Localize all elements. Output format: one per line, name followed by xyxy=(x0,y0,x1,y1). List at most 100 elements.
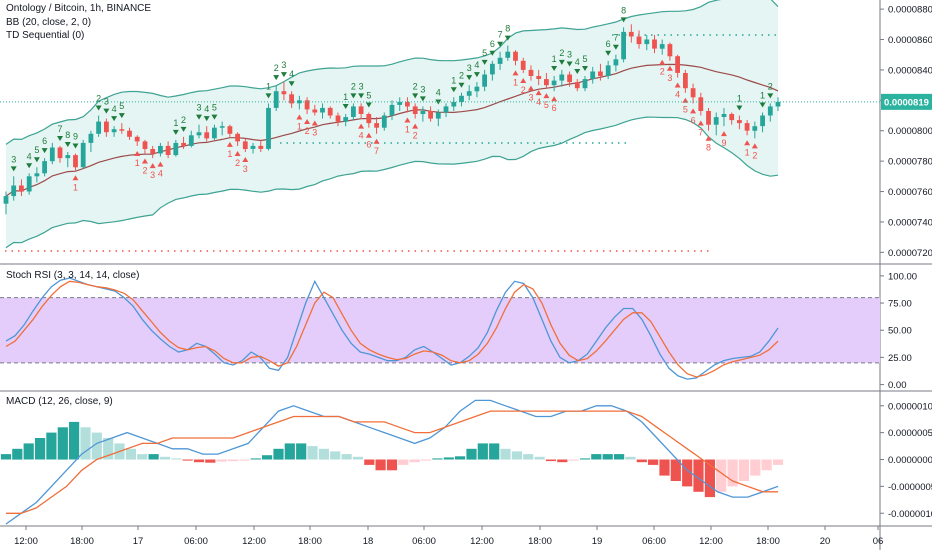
price-axis-label: 0.0000780 xyxy=(888,157,932,168)
time-axis-label: 06 xyxy=(873,536,884,547)
td-buy-triangle xyxy=(141,158,148,164)
td-setup-count-label: 1 xyxy=(173,118,178,128)
macd-histogram-bar xyxy=(262,455,273,460)
candle-body xyxy=(289,94,294,104)
td-buy-triangle xyxy=(242,157,249,163)
td-sell-triangle xyxy=(33,157,40,163)
candle-body xyxy=(451,101,457,107)
td-setup-count-label: 4 xyxy=(112,104,117,114)
td-setup-count-label: 1 xyxy=(451,75,456,85)
candle-body xyxy=(690,88,696,98)
td-sell-triangle xyxy=(767,93,774,99)
td-setup-count-label: 7 xyxy=(613,33,618,43)
td-setup-count-label: 3 xyxy=(359,81,364,91)
macd-histogram-bar xyxy=(148,454,159,460)
td-setup-count-label: 7 xyxy=(698,128,703,138)
td-sell-triangle xyxy=(103,108,110,114)
td-sell-triangle xyxy=(273,75,280,81)
td-setup-count-label: 3 xyxy=(150,170,155,180)
price-axis-label: 0.0000880 xyxy=(888,5,932,16)
candle-body xyxy=(628,31,634,37)
td-buy-triangle xyxy=(682,97,689,103)
macd-axis-label: 0.0000010 xyxy=(888,401,932,412)
td-setup-count-label: 7 xyxy=(374,146,379,156)
td-setup-count-label: 4 xyxy=(158,169,163,179)
candle-body xyxy=(119,129,125,131)
macd-histogram-bar xyxy=(579,458,591,460)
macd-histogram-bar xyxy=(318,448,329,460)
macd-histogram-bar xyxy=(227,459,239,462)
candle-body xyxy=(605,65,611,76)
td-setup-count-label: 7 xyxy=(498,30,503,40)
td-setup-count-label: 4 xyxy=(436,87,441,97)
time-axis-label: 18:00 xyxy=(298,536,322,547)
td-legend[interactable]: TD Sequential (0) xyxy=(6,30,85,41)
td-buy-triangle xyxy=(226,141,233,147)
macd-histogram-bar xyxy=(772,459,784,465)
td-setup-count-label: 3 xyxy=(243,164,248,174)
td-sell-triangle xyxy=(412,93,419,99)
td-setup-count-label: 2 xyxy=(351,81,356,91)
candle-body xyxy=(721,114,727,117)
stoch-axis-label: 0.00 xyxy=(888,380,907,391)
candle-body xyxy=(713,117,719,125)
candle-body xyxy=(335,115,341,122)
candle-body xyxy=(227,126,233,134)
td-setup-count-label: 4 xyxy=(359,131,364,141)
macd-histogram-bar xyxy=(12,448,23,460)
td-setup-count-label: 2 xyxy=(96,94,101,104)
candle-body xyxy=(551,80,557,86)
td-sell-triangle xyxy=(118,113,125,119)
bb-legend[interactable]: BB (20, close, 2, 0) xyxy=(6,17,92,28)
td-sell-triangle xyxy=(265,93,272,99)
price-axis-label: 0.0000840 xyxy=(888,65,932,76)
time-axis-label: 12:00 xyxy=(470,536,494,547)
macd-histogram-bar xyxy=(330,451,341,460)
candle-body xyxy=(420,111,426,114)
stoch-d-line xyxy=(5,280,779,378)
candle-body xyxy=(188,135,194,146)
td-setup-count-label: 1 xyxy=(405,124,410,134)
td-setup-count-label: 1 xyxy=(73,182,78,192)
td-setup-count-label: 4 xyxy=(27,151,32,161)
td-setup-count-label: 6 xyxy=(366,140,371,150)
macd-histogram-bar xyxy=(750,459,761,476)
macd-histogram-bar xyxy=(693,459,704,492)
candle-body xyxy=(127,130,132,137)
candle-body xyxy=(297,100,302,104)
candle-body xyxy=(343,117,349,122)
candle-body xyxy=(667,44,673,57)
macd-legend[interactable]: MACD (12, 26, close, 9) xyxy=(6,396,113,407)
candle-body xyxy=(528,69,534,76)
td-setup-count-label: 9 xyxy=(73,132,78,142)
macd-histogram-bar xyxy=(296,443,307,460)
candle-body xyxy=(644,39,650,45)
candle-body xyxy=(443,106,449,113)
macd-histogram-bar xyxy=(46,432,57,460)
td-sell-triangle xyxy=(497,41,504,47)
stoch-legend[interactable]: Stoch RSI (3, 3, 14, 14, close) xyxy=(6,270,140,281)
macd-histogram-bar xyxy=(398,459,409,465)
macd-histogram-bar xyxy=(0,454,12,460)
td-buy-triangle xyxy=(520,77,527,83)
candle-body xyxy=(19,185,24,192)
td-setup-count-label: 8 xyxy=(505,24,510,34)
candle-body xyxy=(34,173,40,177)
td-setup-count-label: 2 xyxy=(142,166,147,176)
td-sell-triangle xyxy=(211,114,218,120)
td-setup-count-label: 2 xyxy=(559,48,564,58)
candle-body xyxy=(158,145,163,154)
candle-body xyxy=(80,142,86,168)
td-sell-triangle xyxy=(350,93,357,99)
td-buy-triangle xyxy=(234,150,241,156)
candle-body xyxy=(613,59,619,66)
macd-histogram-bar xyxy=(171,458,182,460)
stoch-axis-label: 100.00 xyxy=(888,271,917,282)
td-setup-count-label: 5 xyxy=(212,103,217,113)
candle-body xyxy=(459,95,464,102)
td-setup-count-label: 4 xyxy=(536,97,541,107)
macd-line xyxy=(5,399,779,525)
td-setup-count-label: 3 xyxy=(467,63,472,73)
td-sell-triangle xyxy=(558,59,565,65)
